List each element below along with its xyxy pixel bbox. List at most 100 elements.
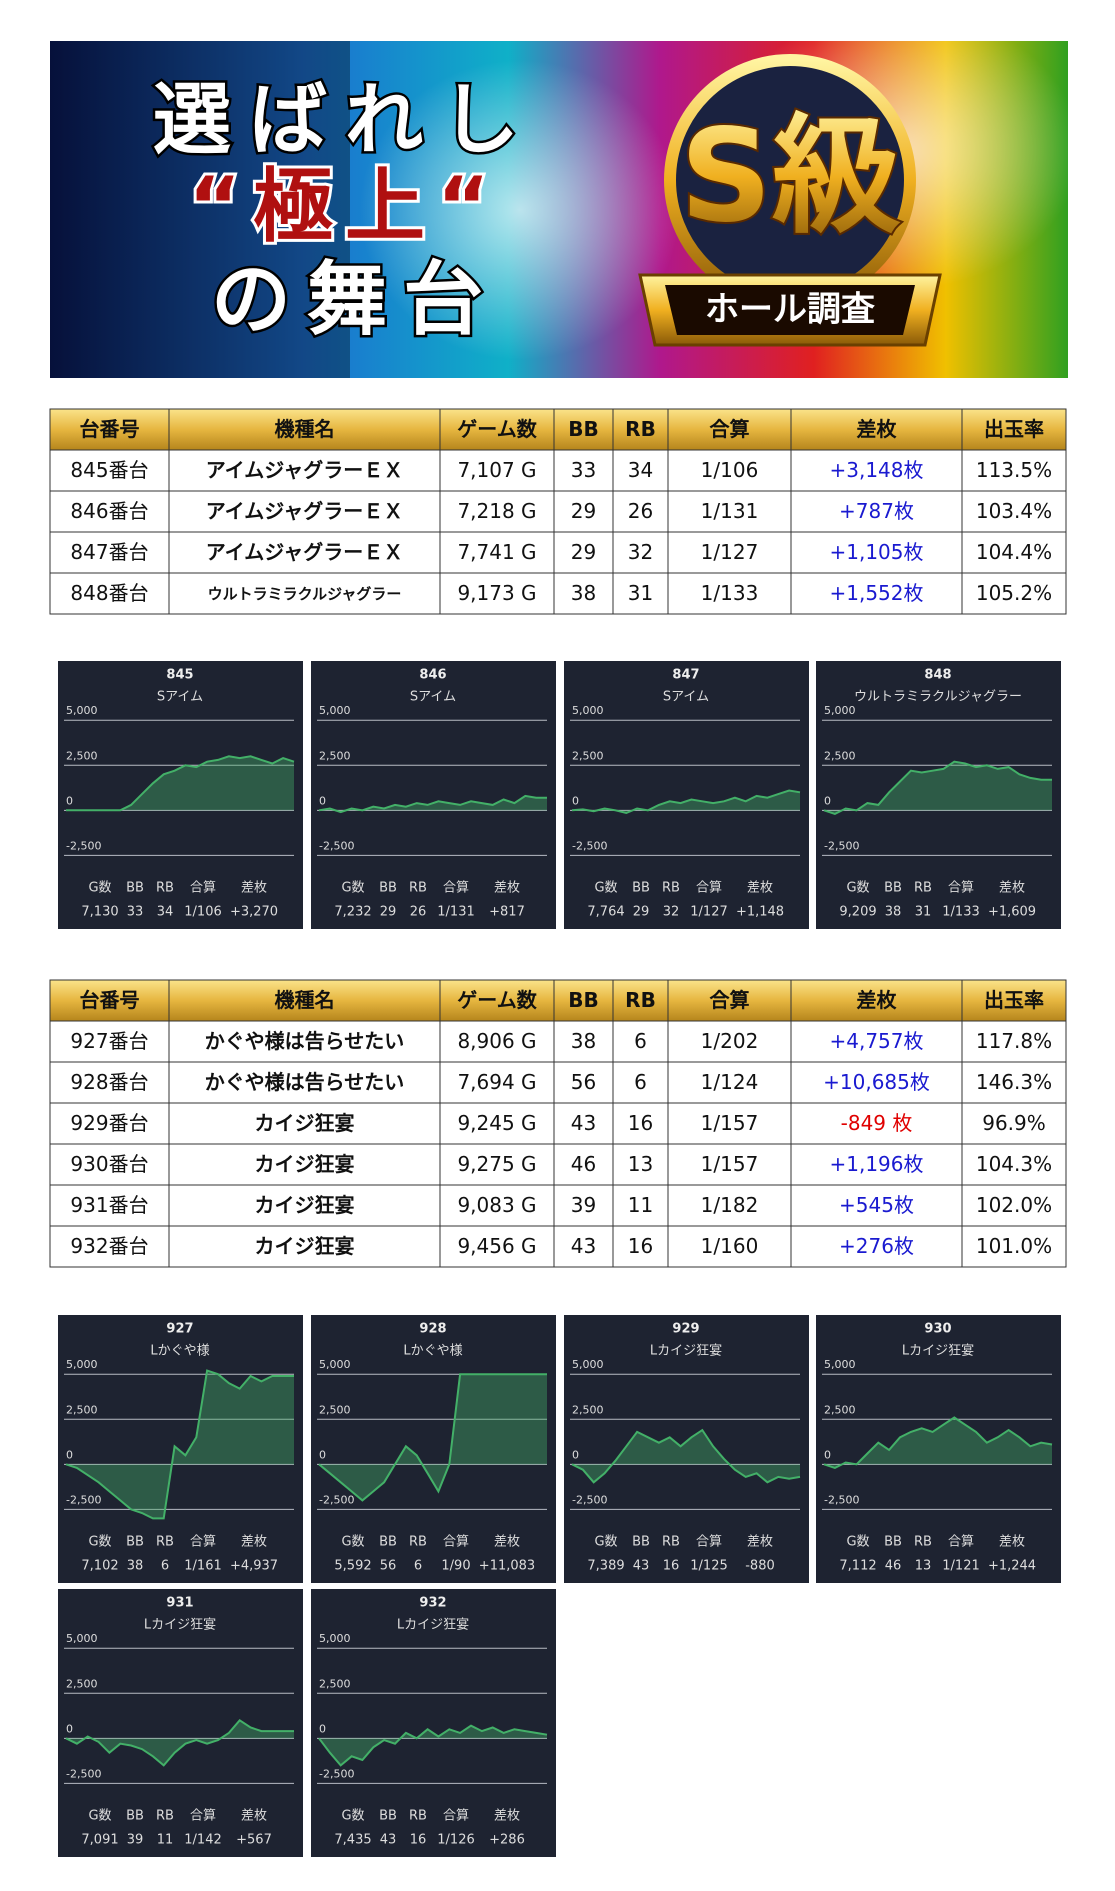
stats-header: 差枚 [999,881,1025,896]
table-text: 33 [571,458,596,482]
stats-header: G数 [341,1809,364,1824]
chart-title: 932 [419,1596,446,1611]
stats-value: +567 [236,1833,272,1848]
area [66,756,294,811]
table-text: 26 [628,499,653,523]
table-cell [790,449,963,492]
stats-value: 1/121 [942,1559,979,1574]
table-cell [168,1020,441,1063]
y-tick-label: 5,000 [572,1358,604,1371]
y-tick-label: 2,500 [319,1403,351,1416]
table-header: 出玉率 [984,988,1044,1012]
table-text: 29 [571,499,596,523]
stats-header: 合算 [443,1809,469,1824]
stats-value: +1,609 [988,905,1036,920]
stats-header: BB [884,881,902,896]
area [66,1370,294,1519]
stats-value: 29 [633,905,650,920]
chart-panel [564,1315,809,1583]
y-tick-label: 2,500 [319,749,351,762]
y-tick-label: 2,500 [319,1677,351,1690]
stats-header: 合算 [696,1535,722,1550]
table-cell [612,1061,669,1104]
table-text: 7,218 G [457,499,536,523]
stats-value: 13 [915,1559,932,1574]
table-text: 1/127 [701,540,759,564]
table-text: 16 [628,1234,653,1258]
y-tick-label: 2,500 [572,1403,604,1416]
stats-header: RB [662,881,680,896]
stats-header: BB [126,1535,144,1550]
stats-header: RB [914,881,932,896]
y-tick-label: 0 [824,794,831,807]
table-text: 11 [628,1193,653,1217]
line [65,1718,294,1767]
stats-value: 7,102 [81,1559,118,1574]
chart-subtitle: Lカイジ狂宴 [902,1344,974,1359]
table-cell [961,1225,1067,1268]
table-cell [553,1143,614,1186]
table-cell [168,449,441,492]
stats-header: G数 [846,881,869,896]
stats-value: 31 [915,905,932,920]
area [319,1725,547,1766]
y-tick-label: -2,500 [66,1493,101,1506]
stats-value: 43 [380,1833,397,1848]
y-tick-label: 0 [66,794,73,807]
banner-title: “極上“ [188,160,501,253]
table-header-cell [961,979,1067,1022]
chart-title: 845 [166,668,193,683]
table-cell [961,1184,1067,1227]
y-tick-label: 0 [824,1448,831,1461]
chart-title: 927 [166,1322,193,1337]
table-cell [439,572,555,615]
chart-panel [816,661,1061,929]
table-text: 6 [634,1070,647,1094]
table-text: 39 [571,1193,596,1217]
table-cell [667,490,792,533]
table-header-cell [790,408,963,451]
table-text: +3,148枚 [829,458,923,482]
table-text: 43 [571,1111,596,1135]
badge: S級 [680,102,901,251]
table-text: 927番台 [70,1029,148,1053]
chart-title: 931 [166,1596,193,1611]
table-header: BB [568,417,599,441]
table-cell [667,572,792,615]
table-cell [553,572,614,615]
stats-value: 5,592 [334,1559,371,1574]
y-tick-label: -2,500 [824,1493,859,1506]
table-text: 846番台 [70,499,148,523]
table-text: 1/160 [701,1234,759,1258]
table-header: 台番号 [80,417,140,441]
y-tick-label: 5,000 [66,1632,98,1645]
table-cell [612,1225,669,1268]
y-tick-label: 0 [572,1448,579,1461]
table-header: 機種名 [275,417,335,441]
stats-value: 38 [885,905,902,920]
y-tick-label: 2,500 [66,1677,98,1690]
chart-subtitle: Sアイム [157,690,203,705]
y-tick-label: 5,000 [319,1358,351,1371]
table-text: 102.0% [976,1193,1052,1217]
table-text: 56 [571,1070,596,1094]
table-cell [667,1020,792,1063]
stats-header: 合算 [443,1535,469,1550]
table-text: かぐや様は告らせたい [205,1029,405,1053]
table-text: 7,694 G [457,1070,536,1094]
y-tick-label: 2,500 [572,749,604,762]
table-cell [961,449,1067,492]
table-cell [790,572,963,615]
table-header: 出玉率 [984,417,1044,441]
table-text: 9,456 G [457,1234,536,1258]
table-header-cell [168,979,441,1022]
table-cell [49,1184,170,1227]
stats-value: +1,148 [736,905,784,920]
area [824,761,1052,814]
banner-shade [50,41,350,378]
table-cell [667,1143,792,1186]
chart-subtitle: Sアイム [663,690,709,705]
stats-value: 9,209 [839,905,876,920]
stats-header: 合算 [190,881,216,896]
